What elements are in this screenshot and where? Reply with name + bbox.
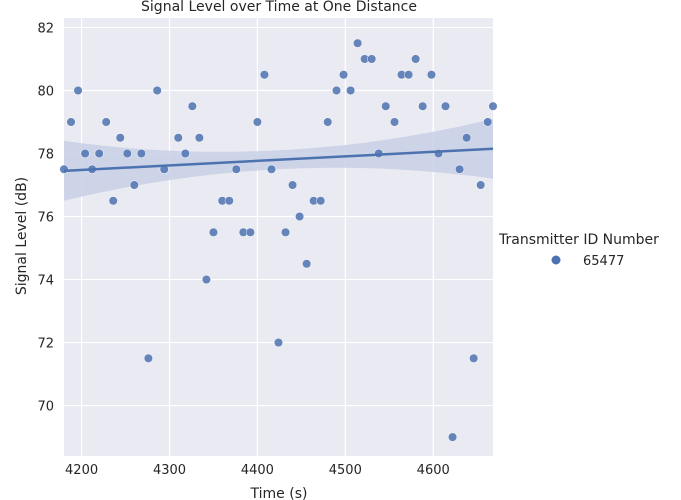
data-point [273, 338, 284, 348]
data-point [455, 164, 465, 174]
data-point [488, 101, 498, 111]
data-point [295, 211, 305, 222]
y-tick-label: 78 [37, 147, 54, 162]
data-point [353, 38, 363, 48]
data-point [136, 148, 146, 159]
data-point [448, 432, 458, 442]
x-tick-label: 4500 [329, 463, 362, 478]
data-point [266, 164, 277, 174]
y-tick-label: 70 [37, 400, 54, 415]
data-point [483, 117, 493, 127]
data-point [129, 180, 139, 190]
regression-line [63, 147, 494, 173]
y-tick-label: 76 [37, 211, 54, 226]
data-point [426, 70, 437, 80]
data-points [59, 38, 498, 442]
data-point [59, 164, 69, 174]
data-point [346, 85, 356, 96]
data-point [316, 196, 326, 206]
data-point [259, 70, 269, 80]
data-point [143, 353, 153, 363]
data-point [94, 148, 104, 159]
data-point [66, 117, 76, 127]
data-point [108, 196, 118, 206]
data-point [101, 117, 111, 127]
data-point [323, 117, 333, 127]
data-point [80, 148, 90, 159]
x-axis-label: Time (s) [250, 486, 308, 500]
chart-title: Signal Level over Time at One Distance [141, 0, 417, 15]
data-point [339, 70, 349, 80]
y-tick-label: 72 [37, 337, 54, 352]
x-tick-label: 4200 [65, 463, 98, 478]
data-point [194, 133, 204, 143]
data-point [462, 133, 472, 143]
data-point [418, 101, 428, 111]
data-point [245, 227, 255, 237]
legend-title: Transmitter ID Number [498, 232, 659, 248]
legend-label: 65477 [583, 254, 624, 269]
data-point [411, 54, 421, 64]
data-point [115, 133, 125, 143]
data-point [404, 70, 414, 80]
data-point [440, 101, 451, 111]
data-point [469, 353, 479, 363]
data-point [180, 148, 190, 159]
x-tick-label: 4300 [153, 463, 186, 478]
y-axis-label: Signal Level (dB) [14, 177, 30, 295]
data-point [476, 180, 486, 190]
data-point [367, 54, 377, 64]
data-point [201, 274, 211, 285]
data-point [280, 227, 291, 237]
data-point [173, 133, 183, 143]
y-tick-labels: 70 72 74 76 78 80 82 [37, 21, 54, 414]
x-tick-label: 4400 [241, 463, 274, 478]
data-point [187, 101, 197, 111]
data-point [288, 180, 298, 190]
data-point [389, 117, 400, 127]
data-point [381, 101, 391, 111]
data-point [122, 148, 132, 159]
data-point [208, 227, 218, 237]
data-point [331, 85, 342, 96]
plot-area [64, 18, 493, 456]
data-point [231, 164, 241, 174]
y-tick-label: 82 [37, 21, 54, 36]
data-point [224, 196, 234, 206]
y-tick-label: 80 [37, 84, 54, 99]
data-point [152, 85, 162, 96]
x-tick-labels: 4200 4300 4400 4500 4600 [65, 463, 450, 478]
x-tick-label: 4600 [417, 463, 450, 478]
data-point [252, 117, 262, 127]
y-tick-label: 74 [37, 274, 54, 289]
data-point [302, 259, 312, 269]
data-point [73, 85, 83, 96]
legend-marker [551, 255, 561, 265]
